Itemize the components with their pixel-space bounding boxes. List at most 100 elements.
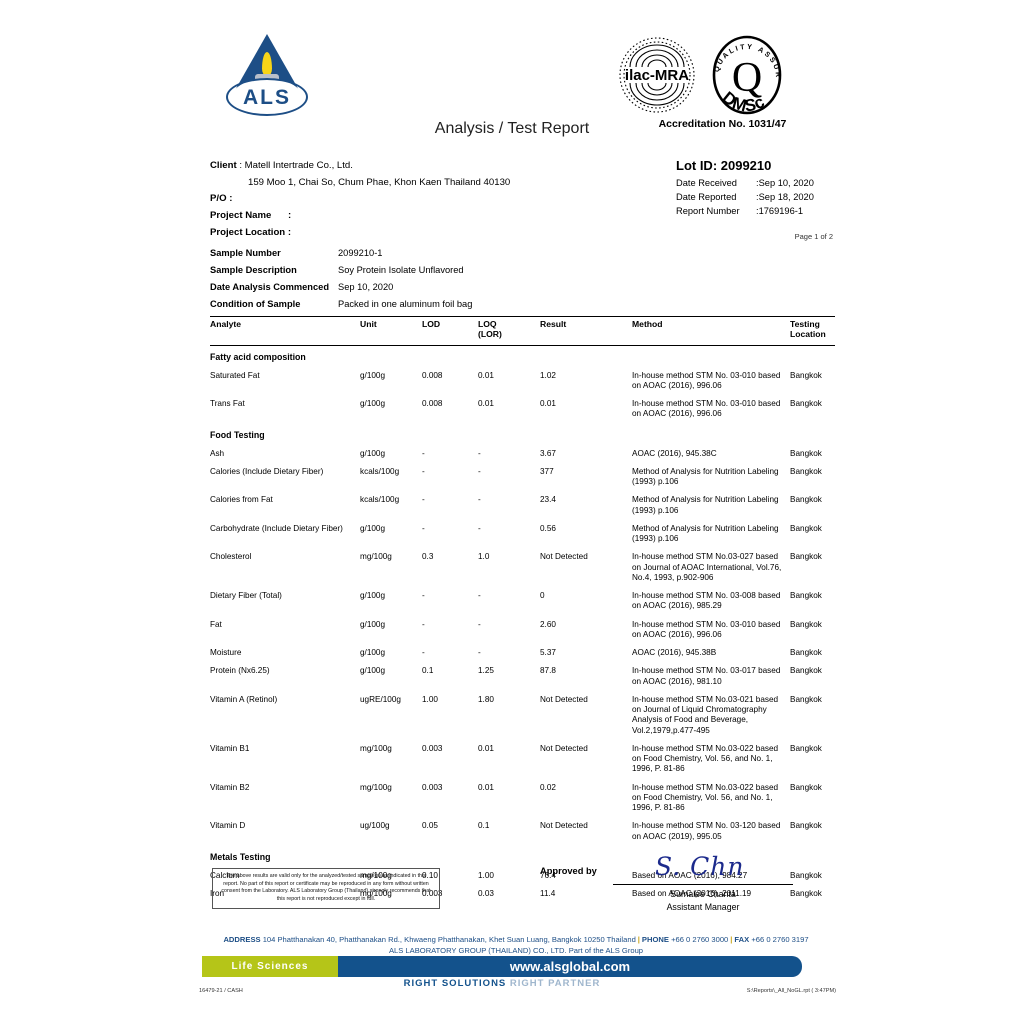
cell-unit: mg/100g <box>360 552 392 562</box>
phone-value: +66 0 2760 3000 <box>671 935 729 944</box>
svg-text:Q: Q <box>732 55 762 101</box>
cell-unit: mg/100g <box>360 782 392 792</box>
life-sciences-badge: Life Sciences <box>202 956 338 977</box>
cell-result: Not Detected <box>540 552 588 562</box>
date-received-row: Date Received:Sep 10, 2020 <box>676 178 846 188</box>
cell-analyte: Iron <box>210 889 225 899</box>
cell-loq: 1.0 <box>478 552 490 562</box>
sample-row: Sample Number 2099210-1 <box>210 248 835 258</box>
cell-unit: g/100g <box>360 370 386 380</box>
cell-analyte: Ash <box>210 448 225 458</box>
signature-line <box>613 884 793 885</box>
cell-testing-location: Bangkok <box>790 743 822 753</box>
group-label: Metals Testing <box>210 851 271 862</box>
brand-tagline: RIGHT SOLUTIONS RIGHT PARTNER <box>202 978 802 989</box>
table-row: Trans Fat g/100g 0.008 0.01 0.01 In-house met… <box>210 395 835 424</box>
footer-brand-bar: Life Sciences www.alsglobal.com <box>202 956 802 977</box>
po-row: P/O : <box>210 193 680 205</box>
cell-result: 0 <box>540 591 545 601</box>
results-table: Analyte Unit LOD LOQ (LOR) Result Method… <box>210 317 835 903</box>
client-row: Client : Matell Intertrade Co., Ltd. <box>210 160 680 172</box>
cell-lod: - <box>422 448 425 458</box>
cell-loq: 0.01 <box>478 399 494 409</box>
phone-label: PHONE <box>641 935 669 944</box>
cell-analyte: Cholesterol <box>210 552 252 562</box>
cell-method: In-house method STM No. 03-120 based on … <box>632 821 781 841</box>
group-label: Fatty acid composition <box>210 351 306 362</box>
footer-company-line: ALS LABORATORY GROUP (THAILAND) CO., LTD… <box>388 946 644 955</box>
sample-row: Sample Description Soy Protein Isolate Un… <box>210 265 835 275</box>
cell-unit: mg/100g <box>360 889 392 899</box>
cell-testing-location: Bangkok <box>790 523 822 533</box>
cell-result: Not Detected <box>540 694 588 704</box>
cell-result: 87.8 <box>540 666 556 676</box>
table-row: Fat g/100g - - 2.60 In-house method STM No. 0… <box>210 616 835 645</box>
cell-loq: 0.01 <box>478 743 494 753</box>
cell-method: In-house method STM No. 03-008 based on … <box>632 591 781 611</box>
fax-value: +66 0 2760 3197 <box>751 935 809 944</box>
table-row: Ash g/100g - - 3.67 AOAC (2016), 945.38C Bangk… <box>210 445 835 463</box>
report-number-value: :1769196-1 <box>756 206 804 216</box>
cell-result: 76.4 <box>540 870 556 880</box>
footer-code-right: S:\Reports\_All_NoGL.rpt ( 3:47PM) <box>746 988 836 994</box>
sample-row-value: 2099210-1 <box>338 248 383 258</box>
lot-id: Lot ID: 2099210 <box>676 158 772 173</box>
cell-result: 3.67 <box>540 448 556 458</box>
page-title: Analysis / Test Report <box>434 120 590 137</box>
footer-code-left: 16479-21 / CASH <box>199 988 243 994</box>
project-location-row: Project Location : <box>210 227 680 239</box>
cell-unit: g/100g <box>360 619 386 629</box>
website-link[interactable]: www.alsglobal.com <box>509 959 631 974</box>
cell-lod: 0.10 <box>422 870 438 880</box>
column-header-loq-line1: LOQ <box>478 319 497 329</box>
approved-by-label: Approved by <box>540 866 597 876</box>
cell-analyte: Calories (Include Dietary Fiber) <box>210 466 324 476</box>
cell-unit: g/100g <box>360 648 386 658</box>
cell-analyte: Fat <box>210 619 222 629</box>
cell-loq: 0.1 <box>478 821 490 831</box>
cell-analyte: Vitamin D <box>210 821 246 831</box>
cell-testing-location: Bangkok <box>790 782 822 792</box>
table-header-row: Analyte Unit LOD LOQ (LOR) Result Method… <box>210 317 835 346</box>
cell-testing-location: Bangkok <box>790 399 822 409</box>
als-logo: ALS <box>226 34 308 120</box>
cell-result: 5.37 <box>540 648 556 658</box>
cell-result: Not Detected <box>540 743 588 753</box>
table-row: Iron mg/100g 0.003 0.03 11.4 Based on AOAC (2… <box>210 885 835 903</box>
column-header-method: Method <box>632 317 790 346</box>
cell-lod: - <box>422 648 425 658</box>
cell-lod: 0.008 <box>422 370 443 380</box>
cell-testing-location: Bangkok <box>790 870 822 880</box>
table-row: Vitamin B1 mg/100g 0.003 0.01 Not Detected In… <box>210 740 835 779</box>
cell-lod: - <box>422 466 425 476</box>
sample-row: Date Analysis Commenced Sep 10, 2020 <box>210 282 835 292</box>
cell-testing-location: Bangkok <box>790 370 822 380</box>
table-row: Dietary Fiber (Total) g/100g - - 0 In-house m… <box>210 587 835 616</box>
cell-unit: g/100g <box>360 399 386 409</box>
column-header-testing-location: Testing Location <box>790 317 835 346</box>
table-row: Protein (Nx6.25) g/100g 0.1 1.25 87.8 In-hous… <box>210 662 835 691</box>
client-info-block: Client : Matell Intertrade Co., Ltd. 159… <box>210 160 680 244</box>
column-header-loc-line1: Testing <box>790 319 820 329</box>
column-header-loq-line2: (LOR) <box>478 328 502 339</box>
cell-method: In-house method STM No.03-027 based on J… <box>632 552 782 582</box>
cell-result: 23.4 <box>540 495 556 505</box>
table-row: Saturated Fat g/100g 0.008 0.01 1.02 In-house… <box>210 367 835 396</box>
column-header-unit: Unit <box>360 317 422 346</box>
cell-analyte: Calcium <box>210 870 240 880</box>
cell-lod: 0.05 <box>422 821 438 831</box>
table-head: Analyte Unit LOD LOQ (LOR) Result Method… <box>210 317 835 346</box>
table-top-rule <box>210 316 835 317</box>
cell-loq: - <box>478 466 481 476</box>
client-address: 159 Moo 1, Chai So, Chum Phae, Khon Kaen… <box>248 176 511 188</box>
cell-analyte: Vitamin B2 <box>210 782 250 792</box>
address-value: 104 Phatthanakan 40, Phatthanakan Rd., K… <box>262 935 636 944</box>
table-group-row: Food Testing <box>210 424 835 445</box>
cell-method: AOAC (2016), 945.38C <box>632 448 717 458</box>
date-received-value: :Sep 10, 2020 <box>756 178 814 188</box>
po-label: P/O : <box>210 192 233 204</box>
cell-unit: g/100g <box>360 523 386 533</box>
cell-result: 2.60 <box>540 619 556 629</box>
report-meta-block: Lot ID: 2099210 Date Received:Sep 10, 20… <box>676 158 846 220</box>
cell-testing-location: Bangkok <box>790 889 822 899</box>
